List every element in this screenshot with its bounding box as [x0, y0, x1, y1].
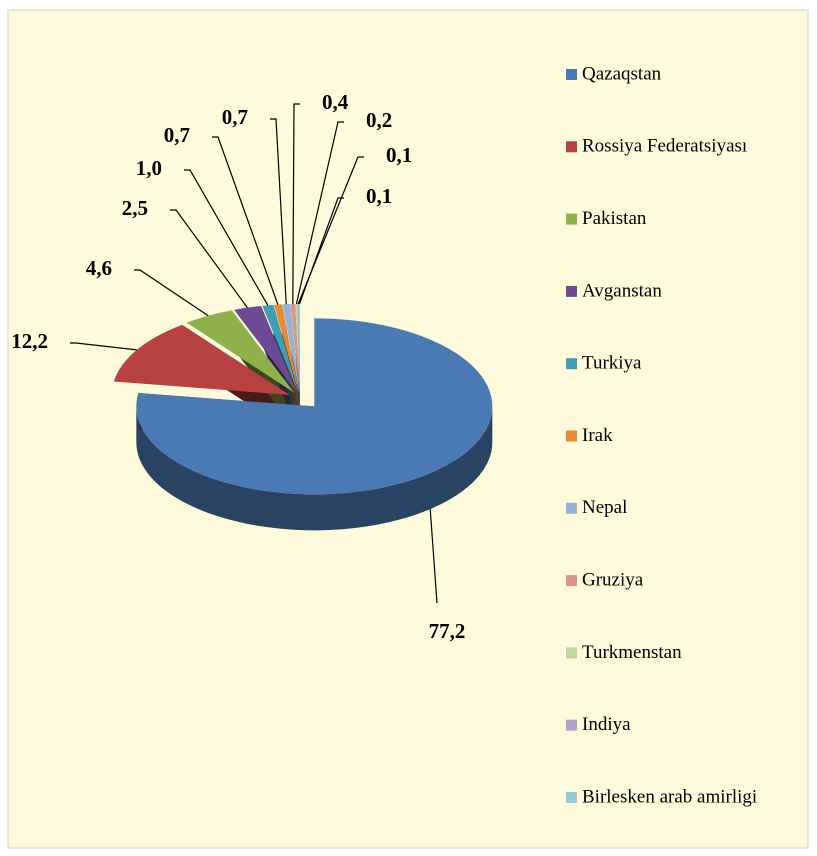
pie-tops — [113, 304, 493, 495]
data-label: 0,1 — [386, 143, 412, 167]
slice — [290, 304, 300, 393]
legend-label: Qazaqstan — [582, 63, 662, 84]
slice — [186, 310, 295, 393]
legend: Qazaqstan Rossiya Federatsiyası Pakistan Av… — [566, 63, 757, 807]
legend-swatch — [566, 141, 577, 153]
data-label: 12,2 — [11, 329, 48, 353]
data-label: 0,1 — [366, 184, 392, 208]
leader-line — [297, 156, 364, 305]
data-labels: 77,212,24,62,51,00,70,70,40,20,10,1 — [11, 90, 465, 643]
leader-line — [170, 209, 248, 309]
data-label: 1,0 — [136, 156, 162, 180]
leader-line — [429, 509, 438, 604]
slice — [274, 304, 299, 393]
slice — [282, 304, 300, 393]
legend-swatch — [566, 502, 577, 514]
slice — [295, 304, 300, 393]
slice — [113, 324, 290, 395]
leader-line — [292, 103, 300, 305]
data-label: 77,2 — [429, 619, 466, 643]
legend-label: Gruziya — [582, 569, 644, 590]
legend-swatch — [566, 719, 577, 731]
slice-side — [136, 406, 493, 531]
legend-label: Nepal — [582, 497, 627, 518]
legend-swatch — [566, 430, 577, 442]
legend-label: Avganstan — [582, 280, 662, 301]
data-label: 4,6 — [86, 256, 112, 280]
data-label: 2,5 — [122, 196, 148, 220]
legend-label: Irak — [582, 425, 613, 446]
leader-line — [295, 121, 344, 305]
legend-label: Pakistan — [582, 208, 647, 229]
leader-line — [70, 342, 137, 351]
legend-swatch — [566, 575, 577, 587]
legend-label: Turkiya — [582, 353, 642, 374]
legend-swatch — [566, 647, 577, 659]
data-label: 0,7 — [164, 123, 190, 147]
slice — [234, 306, 297, 393]
data-label: 0,7 — [222, 105, 248, 129]
legend-label: Indiya — [582, 714, 631, 735]
legend-label: Turkmenstan — [582, 642, 682, 663]
slice — [262, 304, 298, 393]
leader-line — [212, 136, 279, 305]
slice — [297, 304, 300, 393]
legend-swatch — [566, 285, 577, 297]
leader-line — [184, 169, 269, 306]
legend-swatch — [566, 358, 577, 370]
leader-line — [298, 197, 344, 305]
legend-label: Rossiya Federatsiyası — [582, 136, 747, 157]
legend-label: Birlesken arab amirligi — [582, 786, 757, 807]
legend-swatch — [566, 792, 577, 803]
legend-swatch — [566, 213, 577, 225]
slice — [136, 318, 493, 495]
data-label: 0,4 — [322, 90, 349, 114]
data-label: 0,2 — [366, 108, 392, 132]
leader-line — [270, 118, 287, 305]
legend-swatch — [566, 69, 577, 80]
slice — [298, 304, 300, 393]
leader-line — [134, 269, 209, 317]
